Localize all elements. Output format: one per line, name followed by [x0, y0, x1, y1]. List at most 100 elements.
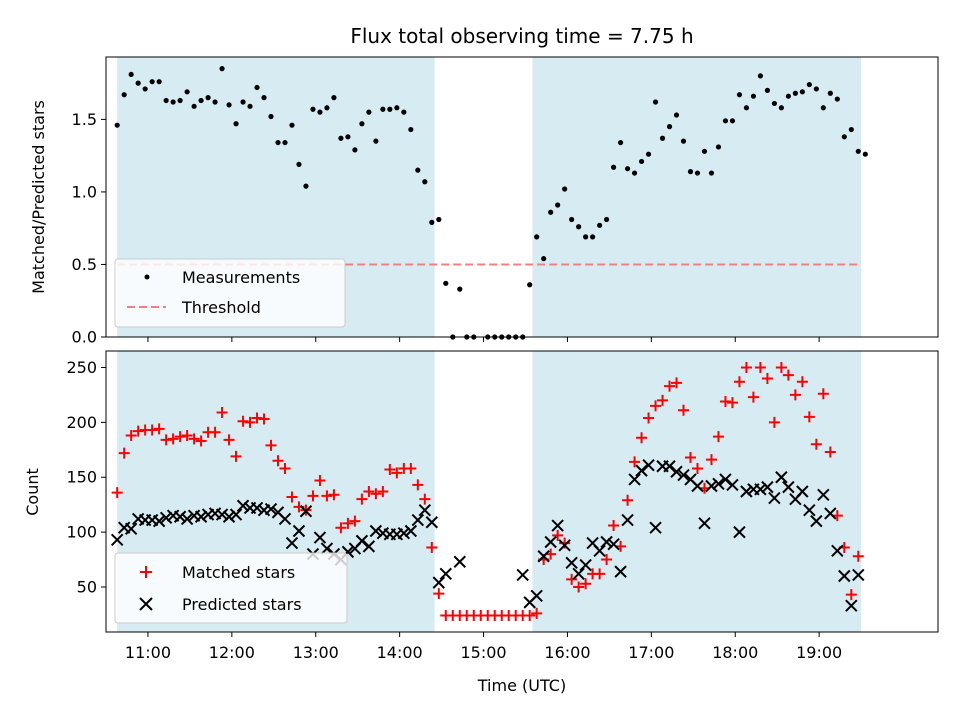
matched-star-point — [775, 361, 787, 373]
measurement-point — [121, 92, 127, 98]
predicted-star-point — [222, 510, 236, 523]
matched-star-point — [664, 380, 676, 392]
x-axis-label: Time (UTC) — [477, 676, 566, 695]
predicted-star-point — [824, 507, 837, 520]
predicted-star-point — [817, 488, 830, 502]
matched-star-point — [328, 489, 340, 501]
matched-star-point — [817, 388, 829, 400]
matched-star-point — [573, 581, 585, 593]
matched-star-point — [384, 464, 396, 476]
top-x-ticks — [147, 337, 820, 342]
measurement-point — [764, 87, 771, 93]
predicted-star-point — [579, 558, 592, 572]
measurement-point — [205, 95, 211, 101]
measurement-point — [415, 167, 421, 173]
predicted-star-point — [432, 576, 446, 589]
predicted-star-point — [173, 510, 187, 523]
matched-star-point — [608, 520, 620, 532]
measurement-point — [457, 286, 463, 292]
x-tick-label: 13:00 — [293, 643, 339, 662]
measurement-point — [722, 118, 729, 124]
matched-star-point — [307, 490, 319, 502]
measurement-point — [240, 99, 246, 105]
matched-star-point — [803, 411, 815, 423]
predicted-star-point — [565, 556, 578, 570]
predicted-star-point — [698, 517, 711, 530]
predicted-star-point — [691, 479, 704, 493]
predicted-star-point — [453, 555, 466, 568]
matched-star-point — [118, 447, 130, 459]
x-tick-label: 14:00 — [377, 643, 423, 662]
measurement-point — [624, 166, 631, 172]
predicted-star-point — [635, 464, 648, 477]
predicted-star-point — [726, 478, 739, 492]
matched-star-point — [705, 454, 717, 466]
matched-star-point — [636, 432, 648, 444]
measurement-point — [527, 282, 533, 288]
top-y-tick-label: 1.0 — [72, 182, 97, 201]
x-tick-label: 11:00 — [125, 643, 171, 662]
matched-star-point — [643, 412, 655, 424]
matched-star-point — [657, 394, 669, 406]
measurement-point — [163, 97, 169, 104]
predicted-star-point — [544, 535, 557, 549]
matched-star-point — [230, 450, 242, 462]
measurement-point — [750, 93, 757, 99]
measurement-point — [184, 89, 190, 95]
matched-star-point — [852, 550, 864, 562]
matched-star-point — [747, 391, 759, 403]
measurement-point — [771, 100, 777, 107]
measurement-point — [352, 147, 358, 153]
predicted-star-point — [397, 527, 411, 540]
x-tick-label: 18:00 — [712, 643, 758, 662]
matched-star-point — [174, 431, 186, 443]
predicted-star-point — [775, 471, 788, 484]
measurement-point — [687, 169, 694, 175]
measurement-point — [806, 81, 812, 88]
measurement-point — [680, 138, 687, 144]
x-tick-label: 17:00 — [628, 643, 674, 662]
predicted-star-point — [670, 465, 683, 478]
measurement-point — [331, 95, 337, 101]
predicted-star-point — [845, 599, 858, 612]
predicted-star-point — [264, 502, 278, 516]
measurement-point — [694, 170, 701, 176]
x-tick-label: 15:00 — [460, 643, 506, 662]
matched-star-point — [111, 487, 123, 499]
predicted-star-point — [810, 514, 823, 528]
bottom-legend-box — [114, 552, 348, 624]
legend-predicted-label: Predicted stars — [182, 595, 302, 614]
matched-star-point — [566, 573, 578, 585]
predicted-star-point — [285, 536, 299, 550]
bottom-y-axis-label: Count — [23, 468, 42, 516]
matched-star-point — [524, 610, 536, 622]
measurement-point — [799, 89, 805, 95]
measurement-point — [275, 139, 281, 146]
predicted-star-point — [614, 565, 627, 578]
measurement-point — [317, 109, 323, 115]
bottom-y-tick-label: 250 — [66, 358, 97, 377]
measurement-point — [303, 183, 309, 189]
predicted-stars-series — [110, 458, 865, 612]
measurement-point — [673, 112, 680, 118]
matched-star-point — [244, 416, 256, 428]
measurement-point — [212, 99, 218, 105]
bottom-legend: Matched stars Predicted stars — [114, 552, 348, 624]
predicted-star-point — [628, 473, 641, 486]
predicted-star-point — [803, 503, 816, 517]
matched-star-point — [412, 479, 424, 491]
predicted-star-point — [558, 539, 571, 552]
measurement-point — [862, 151, 868, 157]
measurement-point — [142, 86, 148, 92]
matched-star-point — [209, 426, 221, 438]
matched-star-point — [761, 372, 773, 384]
measurement-point — [652, 99, 659, 105]
matched-star-point — [272, 455, 284, 467]
top-panel: 0.0 0.5 1.0 1.5 Flux total observing time =… — [29, 24, 939, 347]
predicted-star-point — [663, 460, 676, 473]
matched-star-point — [153, 423, 165, 435]
bottom-y-tick-label: 50 — [77, 577, 97, 596]
measurement-point — [785, 93, 791, 99]
measurement-point — [855, 148, 861, 154]
predicted-star-point — [404, 524, 418, 538]
